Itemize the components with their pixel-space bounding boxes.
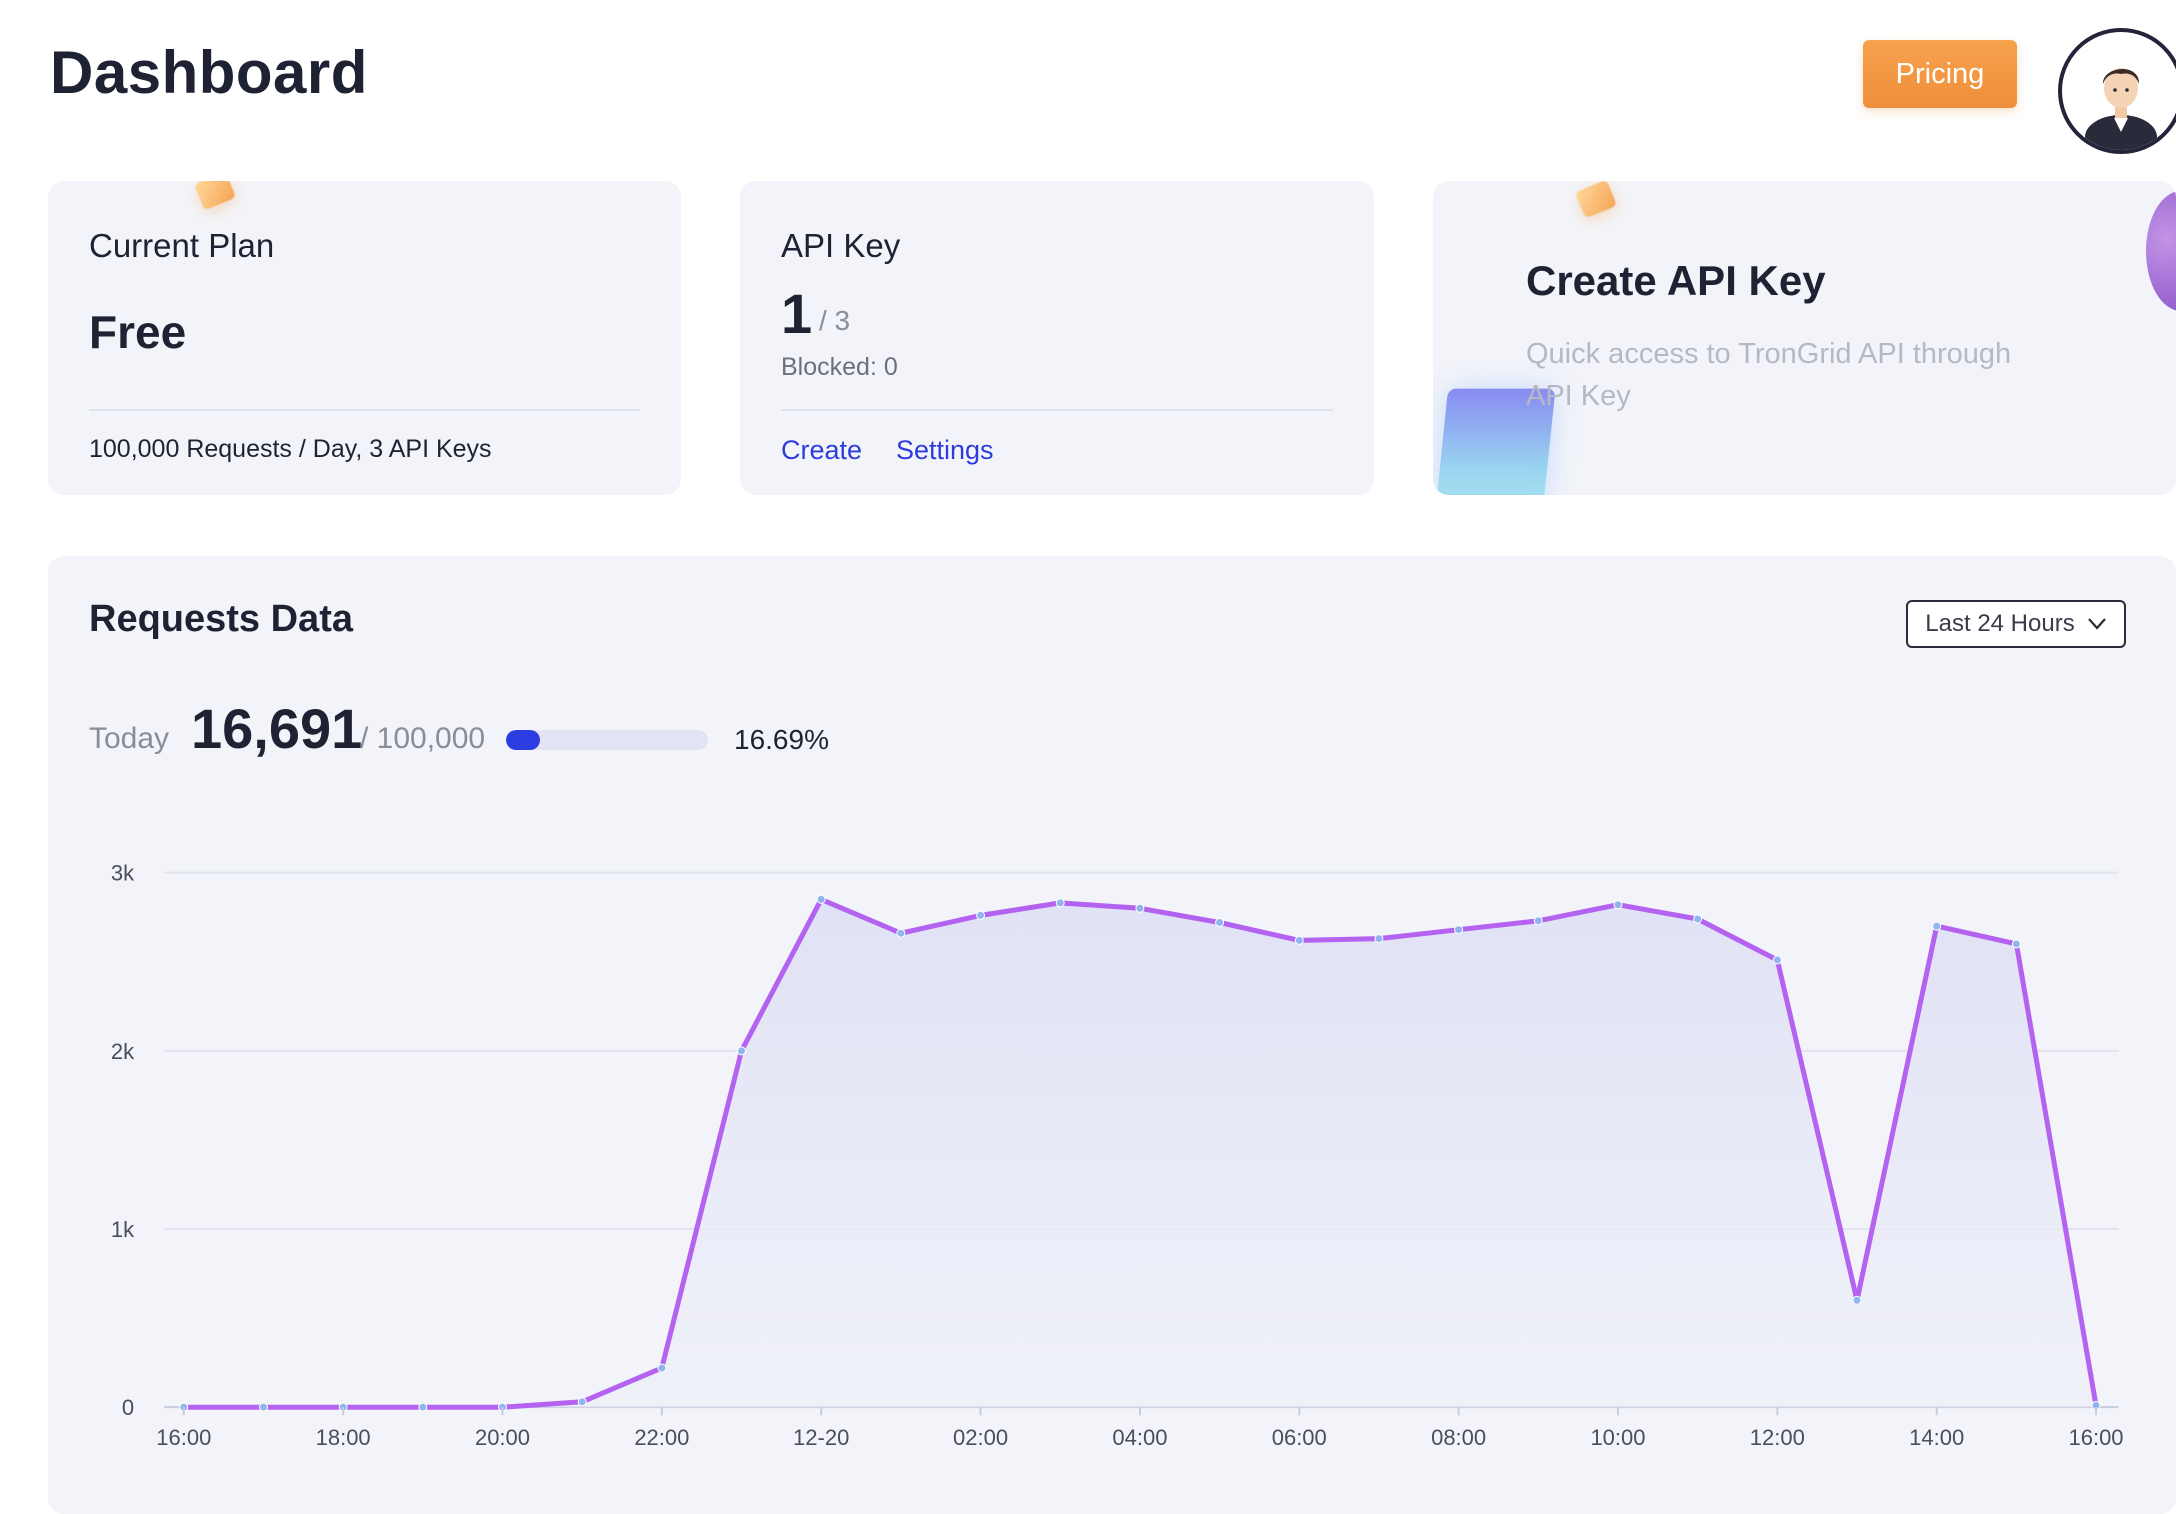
x-tick-label: 20:00 <box>475 1425 530 1450</box>
x-tick-label: 12:00 <box>1750 1425 1805 1450</box>
y-tick-label: 0 <box>122 1395 134 1420</box>
x-tick-label: 06:00 <box>1272 1425 1327 1450</box>
data-point[interactable] <box>1215 918 1225 928</box>
divider <box>89 409 640 411</box>
x-tick-label: 12-20 <box>793 1425 849 1450</box>
data-point[interactable] <box>1693 914 1703 924</box>
today-requests-limit: / 100,000 <box>360 722 486 755</box>
api-key-card: API Key 1 / 3 Blocked: 0 Create Settings <box>740 181 1374 495</box>
divider <box>781 409 1333 411</box>
data-point[interactable] <box>1852 1295 1862 1305</box>
data-point[interactable] <box>896 928 906 938</box>
decorative-sphere-icon <box>2146 191 2176 311</box>
usage-progress-bar <box>506 730 708 750</box>
series-area <box>183 899 2096 1408</box>
decorative-cube-icon <box>193 181 237 211</box>
create-api-key-card[interactable]: Create API Key Quick access to TronGrid … <box>1433 181 2176 495</box>
data-point[interactable] <box>1454 925 1464 935</box>
data-point[interactable] <box>1374 934 1384 944</box>
usage-progress-fill <box>506 730 540 750</box>
avatar[interactable] <box>2058 28 2176 154</box>
data-point[interactable] <box>1772 955 1782 965</box>
data-point[interactable] <box>1932 921 1942 931</box>
y-tick-label: 3k <box>111 861 135 886</box>
y-tick-label: 1k <box>111 1217 135 1242</box>
today-label: Today <box>89 722 170 755</box>
plan-name: Free <box>89 306 187 358</box>
data-point[interactable] <box>1613 900 1623 910</box>
data-point[interactable] <box>418 1402 428 1412</box>
x-tick-label: 10:00 <box>1590 1425 1645 1450</box>
pricing-button[interactable]: Pricing <box>1863 40 2017 108</box>
api-card-title: API Key <box>781 227 901 264</box>
x-tick-label: 16:00 <box>156 1425 211 1450</box>
x-tick-label: 22:00 <box>634 1425 689 1450</box>
api-key-blocked: Blocked: 0 <box>781 353 898 381</box>
plan-card-title: Current Plan <box>89 227 275 264</box>
data-point[interactable] <box>737 1046 747 1056</box>
decorative-cube-icon <box>1574 181 1618 219</box>
data-point[interactable] <box>258 1402 268 1412</box>
api-key-count: 1 <box>781 282 813 345</box>
plan-description: 100,000 Requests / Day, 3 API Keys <box>89 435 492 463</box>
chevron-down-icon <box>2087 618 2106 630</box>
x-tick-label: 08:00 <box>1431 1425 1486 1450</box>
data-point[interactable] <box>976 910 986 920</box>
data-point[interactable] <box>816 894 826 904</box>
time-range-label: Last 24 Hours <box>1925 610 2075 637</box>
time-range-dropdown[interactable]: Last 24 Hours <box>1906 600 2126 648</box>
data-point[interactable] <box>657 1363 667 1373</box>
data-point[interactable] <box>1533 916 1543 926</box>
requests-data-title: Requests Data <box>89 598 353 640</box>
x-tick-label: 14:00 <box>1909 1425 1964 1450</box>
x-tick-label: 02:00 <box>953 1425 1008 1450</box>
y-tick-label: 2k <box>111 1039 135 1064</box>
data-point[interactable] <box>1294 935 1304 945</box>
today-requests-value: 16,691 <box>191 697 363 760</box>
api-key-total: / 3 <box>819 305 851 336</box>
create-api-key-title: Create API Key <box>1526 257 1826 304</box>
page-title: Dashboard <box>50 39 368 106</box>
requests-chart: 0 1k 2k 3k 16:00 18:00 20:00 22:00 12-20 02:00 04… <box>111 861 2124 1451</box>
user-avatar-icon <box>2085 68 2157 150</box>
create-link[interactable]: Create <box>781 435 863 465</box>
data-point[interactable] <box>577 1397 587 1407</box>
data-point[interactable] <box>1135 903 1145 913</box>
usage-progress-text: 16.69% <box>734 724 829 755</box>
data-point[interactable] <box>2011 939 2021 949</box>
create-api-key-description: Quick access to TronGrid API through API… <box>1526 338 2012 412</box>
x-tick-label: 18:00 <box>316 1425 371 1450</box>
x-tick-label: 04:00 <box>1112 1425 1167 1450</box>
current-plan-card: Current Plan Free 100,000 Requests / Day… <box>48 181 681 495</box>
requests-data-card: Requests Data Last 24 Hours Today 16,691… <box>48 556 2176 1514</box>
x-tick-label: 16:00 <box>2068 1425 2123 1450</box>
data-point[interactable] <box>1055 898 1065 908</box>
settings-link[interactable]: Settings <box>896 435 994 465</box>
